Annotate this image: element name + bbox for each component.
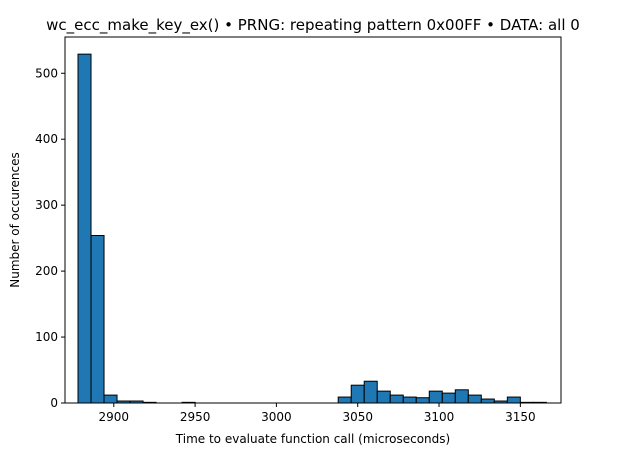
y-axis: 0 100 200 300 400 500	[35, 66, 65, 410]
histogram-bar	[467, 394, 482, 404]
x-axis: 2900 2950 3000 3050 3100 3150	[99, 403, 536, 424]
y-tick-label: 500	[35, 66, 58, 80]
x-tick-label: 3050	[342, 410, 373, 424]
histogram-bar	[103, 394, 118, 404]
plot-frame	[64, 36, 562, 404]
x-axis-label: Time to evaluate function call (microsec…	[175, 432, 450, 446]
histogram-bar	[77, 53, 92, 404]
histogram-bar	[376, 390, 391, 404]
x-tick-label: 3000	[261, 410, 292, 424]
histogram-bar	[402, 396, 417, 404]
y-axis-label: Number of occurences	[8, 152, 22, 287]
histogram-bar	[350, 384, 365, 404]
histogram-bar	[441, 392, 456, 404]
histogram-bar	[428, 390, 443, 404]
histogram-bar	[415, 397, 430, 404]
histogram-bar	[506, 396, 521, 404]
histogram-bar	[480, 398, 495, 404]
chart-title: wc_ecc_make_key_ex() • PRNG: repeating p…	[46, 16, 580, 35]
y-tick-label: 200	[35, 264, 58, 278]
y-tick-label: 300	[35, 198, 58, 212]
y-tick-label: 400	[35, 132, 58, 146]
histogram-bar	[389, 394, 404, 404]
x-tick-label: 3100	[424, 410, 455, 424]
x-tick-label: 2950	[180, 410, 211, 424]
y-tick-label: 0	[50, 396, 58, 410]
y-tick-label: 100	[35, 330, 58, 344]
histogram-bar	[337, 396, 352, 404]
bars-group	[77, 53, 547, 404]
histogram-bar	[363, 380, 378, 404]
histogram-bar	[90, 235, 105, 404]
histogram-bar	[454, 389, 469, 404]
x-tick-label: 2900	[99, 410, 130, 424]
x-tick-label: 3150	[505, 410, 536, 424]
